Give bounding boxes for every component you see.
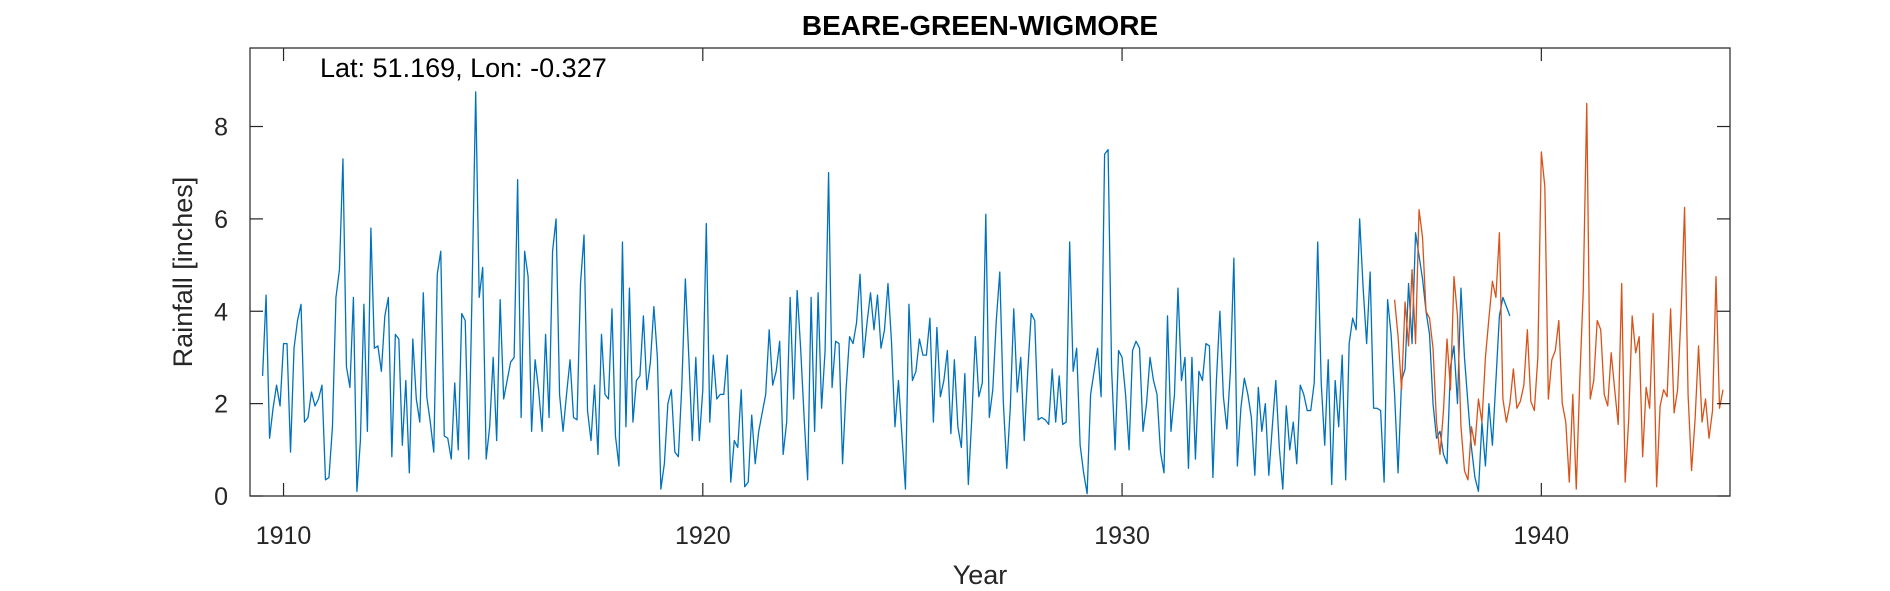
series-line-2	[1393, 102, 1724, 490]
location-annotation: Lat: 51.169, Lon: -0.327	[320, 53, 607, 83]
series-line-1	[261, 91, 1511, 495]
series-layer	[261, 91, 1724, 495]
chart-title: BEARE-GREEN-WIGMORE	[802, 10, 1158, 41]
y-axis-label: Rainfall [inches]	[168, 177, 198, 368]
y-tick-label: 6	[214, 206, 228, 234]
y-tick-label: 0	[214, 483, 228, 511]
x-tick-label: 1920	[675, 522, 731, 550]
x-axis-label: Year	[953, 560, 1008, 590]
y-tick-label: 4	[214, 298, 228, 326]
x-tick-label: 1910	[256, 522, 312, 550]
tick-layer: 1910 1920 1930 1940 0 2 4 6 8	[214, 48, 1730, 550]
y-tick-label: 8	[214, 114, 228, 142]
y-tick-label: 2	[214, 391, 228, 419]
x-tick-label: 1930	[1094, 522, 1150, 550]
x-tick-label: 1940	[1514, 522, 1570, 550]
